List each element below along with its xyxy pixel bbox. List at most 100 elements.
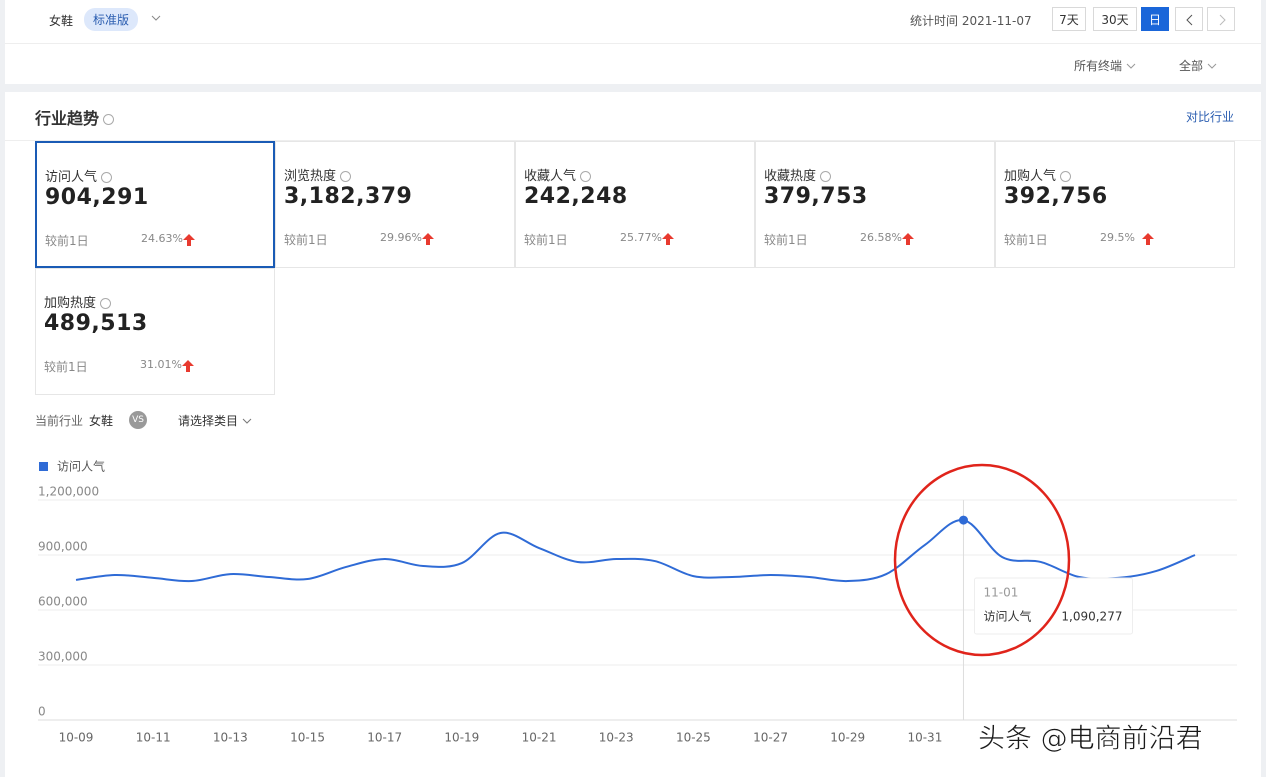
scope: 全部: [1179, 59, 1204, 73]
up-arrow: [422, 233, 434, 245]
series-line: [75, 519, 1196, 583]
stat-date: 2021-11-07: [961, 14, 1032, 28]
next-button[interactable]: [1207, 7, 1235, 31]
x-tick-label: 10-25: [676, 731, 711, 745]
trend-panel: 行业趋势 对比行业 访问人气 904,291 较前1日 24.63% 浏览热度 3,182…: [5, 92, 1261, 777]
metric-value: 392,756: [1004, 184, 1108, 209]
metric-card[interactable]: 收藏热度 379,753 较前1日 26.58%: [755, 141, 995, 268]
y-tick-label: 0: [38, 705, 46, 719]
metric-card[interactable]: 访问人气 904,291 较前1日 24.63%: [35, 141, 275, 268]
metric-card[interactable]: 浏览热度 3,182,379 较前1日 29.96%: [275, 141, 515, 268]
terminal: 所有终端: [1074, 59, 1123, 73]
compare-label: 较前1日: [44, 360, 88, 374]
metric-label-text: 加购人气: [1004, 169, 1057, 184]
range-button[interactable]: 30天: [1093, 7, 1137, 31]
y-tick-label: 300,000: [38, 650, 88, 664]
category-select[interactable]: 请选择类目: [178, 412, 252, 429]
x-tick-label: 10-19: [444, 731, 479, 745]
divider: [5, 140, 1261, 141]
section-title: 行业趋势: [35, 105, 115, 129]
x-tick-label: 10-11: [136, 731, 171, 745]
watermark: 头条 @电商前沿君: [978, 724, 1203, 755]
up-arrow-shape: [662, 233, 674, 245]
compare-label: 较前1日: [1004, 233, 1048, 247]
hover-point: [958, 515, 968, 525]
chart: 0 300,000 600,000 900,000 1,200,000 10-09 10-1…: [38, 459, 1237, 755]
compare-label: 较前1日: [524, 233, 568, 247]
filter-label: 当前行业: [35, 414, 84, 428]
up-arrow-shape: [183, 234, 195, 246]
edition-badge[interactable]: 标准版: [84, 8, 139, 31]
metric-label: 浏览热度: [284, 165, 352, 184]
up-arrow: [1142, 233, 1154, 245]
terminal-select[interactable]: 所有终端: [1074, 57, 1136, 74]
up-arrow: [183, 234, 195, 246]
help-icon[interactable]: [103, 114, 115, 125]
x-tick-label: 10-23: [599, 731, 634, 745]
y-tick-label: 900,000: [38, 540, 88, 554]
range-button[interactable]: 日: [1141, 7, 1169, 31]
metric-label: 访问人气: [45, 166, 113, 185]
prev-button[interactable]: [1175, 7, 1203, 31]
stat-time: 统计时间 2021-11-07: [910, 12, 1032, 29]
metric-label-text: 访问人气: [45, 170, 98, 185]
help-icon: [820, 171, 832, 182]
metric-label: 加购热度: [44, 292, 112, 311]
scope-select[interactable]: 全部: [1179, 57, 1217, 74]
dropdown-icon: [1207, 63, 1217, 69]
x-tick-label: 10-09: [59, 731, 94, 745]
x-tick-label: 10-15: [290, 731, 325, 745]
vs-badge: VS: [129, 411, 147, 429]
help-icon: [101, 172, 113, 183]
divider: [5, 43, 1261, 44]
x-tick-label: 10-17: [367, 731, 402, 745]
metric-card[interactable]: 加购热度 489,513 较前1日 31.01%: [35, 268, 275, 395]
range-button[interactable]: 7天: [1052, 7, 1086, 31]
compare-label: 较前1日: [764, 233, 808, 247]
compare-label: 较前1日: [45, 234, 89, 248]
help-icon: [100, 298, 112, 309]
filter-industry: 女鞋: [89, 414, 114, 428]
compare-link[interactable]: 对比行业: [1186, 110, 1235, 124]
category: 女鞋: [49, 14, 74, 28]
top-bar: 女鞋 标准版 统计时间 2021-11-07 7天 30天 日 所有终端 全部: [5, 0, 1261, 84]
up-arrow-shape: [422, 233, 434, 245]
change-rate: 26.58%: [860, 231, 902, 244]
metric-card[interactable]: 收藏人气 242,248 较前1日 25.77%: [515, 141, 755, 268]
metric-value: 379,753: [764, 184, 868, 209]
metric-label-text: 加购热度: [44, 296, 97, 311]
legend-swatch: [39, 462, 48, 471]
y-tick-label: 1,200,000: [38, 485, 99, 499]
change-rate: 24.63%: [141, 232, 183, 245]
change-rate: 25.77%: [620, 231, 662, 244]
metric-label: 收藏热度: [764, 165, 832, 184]
up-arrow: [182, 360, 194, 372]
up-arrow-shape: [182, 360, 194, 372]
legend-label: 访问人气: [57, 459, 105, 474]
metric-value: 3,182,379: [284, 184, 413, 209]
change-rate: 29.96%: [380, 231, 422, 244]
stat-time-label: 统计时间: [910, 14, 959, 28]
up-arrow-shape: [902, 233, 914, 245]
section-title-text: 行业趋势: [35, 109, 100, 128]
compare-label: 较前1日: [284, 233, 328, 247]
help-icon: [580, 171, 592, 182]
category-select-text: 请选择类目: [178, 414, 239, 428]
metric-value: 242,248: [524, 184, 628, 209]
metric-value: 904,291: [45, 185, 149, 210]
metric-label: 收藏人气: [524, 165, 592, 184]
change-rate: 29.5%: [1100, 231, 1135, 244]
y-tick-label: 600,000: [38, 595, 88, 609]
dropdown-icon[interactable]: [150, 13, 162, 23]
x-tick-label: 10-29: [830, 731, 865, 745]
tooltip-date: 11-01: [983, 586, 1018, 600]
up-arrow-shape: [1142, 233, 1154, 245]
x-tick-label: 10-13: [213, 731, 248, 745]
annotation-circle: [893, 463, 1071, 657]
metric-label-text: 收藏热度: [764, 169, 817, 184]
metric-label-text: 浏览热度: [284, 169, 337, 184]
up-arrow: [662, 233, 674, 245]
metric-card[interactable]: 加购人气 392,756 较前1日 29.5%: [995, 141, 1235, 268]
x-tick-label: 10-21: [522, 731, 557, 745]
